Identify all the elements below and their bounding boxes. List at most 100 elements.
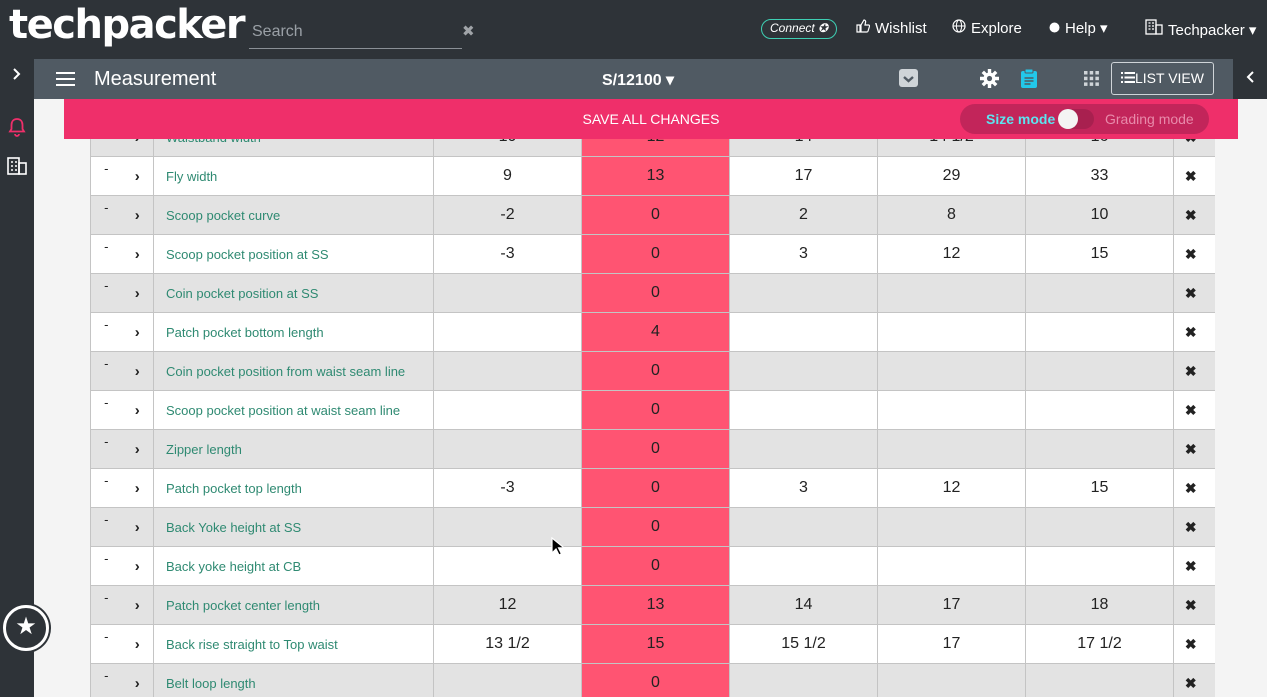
size-value-cell[interactable] [729, 390, 878, 430]
delete-row-icon[interactable]: ✖ [1173, 195, 1208, 235]
delete-row-icon[interactable]: ✖ [1173, 468, 1208, 508]
size-value-cell[interactable] [1025, 312, 1174, 352]
expand-row-icon[interactable]: › [121, 195, 154, 235]
measurement-name[interactable]: Fly width [153, 156, 434, 196]
expand-row-icon[interactable]: › [121, 351, 154, 391]
expand-row-icon[interactable]: › [121, 156, 154, 196]
size-value-cell[interactable] [433, 390, 582, 430]
size-value-cell[interactable] [877, 351, 1026, 391]
expand-row-icon[interactable]: › [121, 507, 154, 547]
row-dash[interactable]: - [90, 390, 122, 430]
clear-search-icon[interactable]: ✖ [462, 23, 475, 40]
row-dash[interactable]: - [90, 429, 122, 469]
size-value-cell[interactable] [729, 546, 878, 586]
measurement-name[interactable]: Scoop pocket position at SS [153, 234, 434, 274]
expand-row-icon[interactable]: › [121, 663, 154, 697]
size-value-cell[interactable]: 3 [729, 468, 878, 508]
size-value-cell[interactable] [433, 546, 582, 586]
size-value-cell[interactable]: 3 [729, 234, 878, 274]
size-value-cell[interactable] [729, 351, 878, 391]
size-value-cell[interactable]: 33 [1025, 156, 1174, 196]
size-value-cell[interactable]: 0 [581, 390, 730, 430]
size-value-cell[interactable] [729, 273, 878, 313]
measurement-name[interactable]: Zipper length [153, 429, 434, 469]
size-value-cell[interactable] [1025, 546, 1174, 586]
measurement-name[interactable]: Patch pocket bottom length [153, 312, 434, 352]
size-value-cell[interactable] [433, 351, 582, 391]
size-value-cell[interactable] [433, 663, 582, 697]
delete-row-icon[interactable]: ✖ [1173, 139, 1208, 157]
row-dash[interactable]: - [90, 312, 122, 352]
size-value-cell[interactable]: 12 [877, 468, 1026, 508]
size-value-cell[interactable]: 0 [581, 234, 730, 274]
size-value-cell[interactable] [729, 429, 878, 469]
expand-row-icon[interactable]: › [121, 273, 154, 313]
size-value-cell[interactable]: -3 [433, 468, 582, 508]
row-dash[interactable]: - [90, 663, 122, 697]
delete-row-icon[interactable]: ✖ [1173, 156, 1208, 196]
size-value-cell[interactable] [729, 507, 878, 547]
expand-sidebar-button[interactable] [0, 67, 34, 86]
measurement-name[interactable]: Waistband width [153, 139, 434, 157]
size-value-cell[interactable] [1025, 351, 1174, 391]
size-value-cell[interactable]: 13 1/2 [433, 624, 582, 664]
size-value-cell[interactable]: 14 [729, 585, 878, 625]
expand-row-icon[interactable]: › [121, 234, 154, 274]
delete-row-icon[interactable]: ✖ [1173, 624, 1208, 664]
size-value-cell[interactable]: 8 [877, 195, 1026, 235]
size-value-cell[interactable]: -3 [433, 234, 582, 274]
clipboard-button[interactable] [1020, 68, 1038, 94]
settings-button[interactable] [979, 68, 1000, 94]
size-value-cell[interactable] [1025, 663, 1174, 697]
row-dash[interactable]: - [90, 139, 122, 157]
expand-row-icon[interactable]: › [121, 624, 154, 664]
add-row-icon[interactable]: ✚ [1207, 351, 1215, 391]
measurement-name[interactable]: Back Yoke height at SS [153, 507, 434, 547]
row-dash[interactable]: - [90, 507, 122, 547]
size-value-cell[interactable] [1025, 429, 1174, 469]
grid-view-button[interactable] [1084, 69, 1099, 91]
size-value-cell[interactable]: 12 [877, 234, 1026, 274]
size-value-cell[interactable] [433, 273, 582, 313]
size-value-cell[interactable]: 0 [581, 663, 730, 697]
delete-row-icon[interactable]: ✖ [1173, 312, 1208, 352]
size-value-cell[interactable]: 15 1/2 [729, 624, 878, 664]
size-value-cell[interactable]: 10 [1025, 195, 1174, 235]
expand-row-icon[interactable]: › [121, 468, 154, 508]
expand-row-icon[interactable]: › [121, 585, 154, 625]
wishlist-link[interactable]: Wishlist [856, 19, 927, 39]
add-row-icon[interactable]: ✚ [1207, 429, 1215, 469]
size-value-cell[interactable] [877, 312, 1026, 352]
add-row-icon[interactable]: ✚ [1207, 312, 1215, 352]
collapse-panel-button[interactable] [1233, 59, 1267, 99]
size-value-cell[interactable] [877, 273, 1026, 313]
size-value-cell[interactable] [1025, 507, 1174, 547]
size-value-cell[interactable]: 2 [729, 195, 878, 235]
delete-row-icon[interactable]: ✖ [1173, 585, 1208, 625]
size-value-cell[interactable]: 0 [581, 468, 730, 508]
size-value-cell[interactable]: 13 [581, 585, 730, 625]
expand-row-icon[interactable]: › [121, 390, 154, 430]
add-row-icon[interactable]: ✚ [1207, 195, 1215, 235]
delete-row-icon[interactable]: ✖ [1173, 234, 1208, 274]
grading-mode-label[interactable]: Grading mode [1105, 111, 1194, 127]
row-dash[interactable]: - [90, 234, 122, 274]
expand-row-icon[interactable]: › [121, 312, 154, 352]
size-value-cell[interactable]: 0 [581, 546, 730, 586]
measurement-name[interactable]: Patch pocket top length [153, 468, 434, 508]
style-selector[interactable]: S/12100 ▾ [602, 72, 675, 89]
size-value-cell[interactable]: 0 [581, 351, 730, 391]
size-value-cell[interactable]: 10 [433, 139, 582, 157]
measurement-name[interactable]: Back rise straight to Top waist [153, 624, 434, 664]
size-value-cell[interactable]: 9 [433, 156, 582, 196]
size-value-cell[interactable]: 15 [581, 624, 730, 664]
size-value-cell[interactable] [1025, 390, 1174, 430]
row-dash[interactable]: - [90, 156, 122, 196]
size-value-cell[interactable] [729, 312, 878, 352]
size-value-cell[interactable]: 12 [433, 585, 582, 625]
account-menu[interactable]: Techpacker ▾ [1145, 19, 1256, 41]
company-button[interactable] [0, 157, 34, 180]
size-value-cell[interactable]: 17 [877, 585, 1026, 625]
measurement-name[interactable]: Scoop pocket curve [153, 195, 434, 235]
add-row-icon[interactable]: ✚ [1207, 546, 1215, 586]
